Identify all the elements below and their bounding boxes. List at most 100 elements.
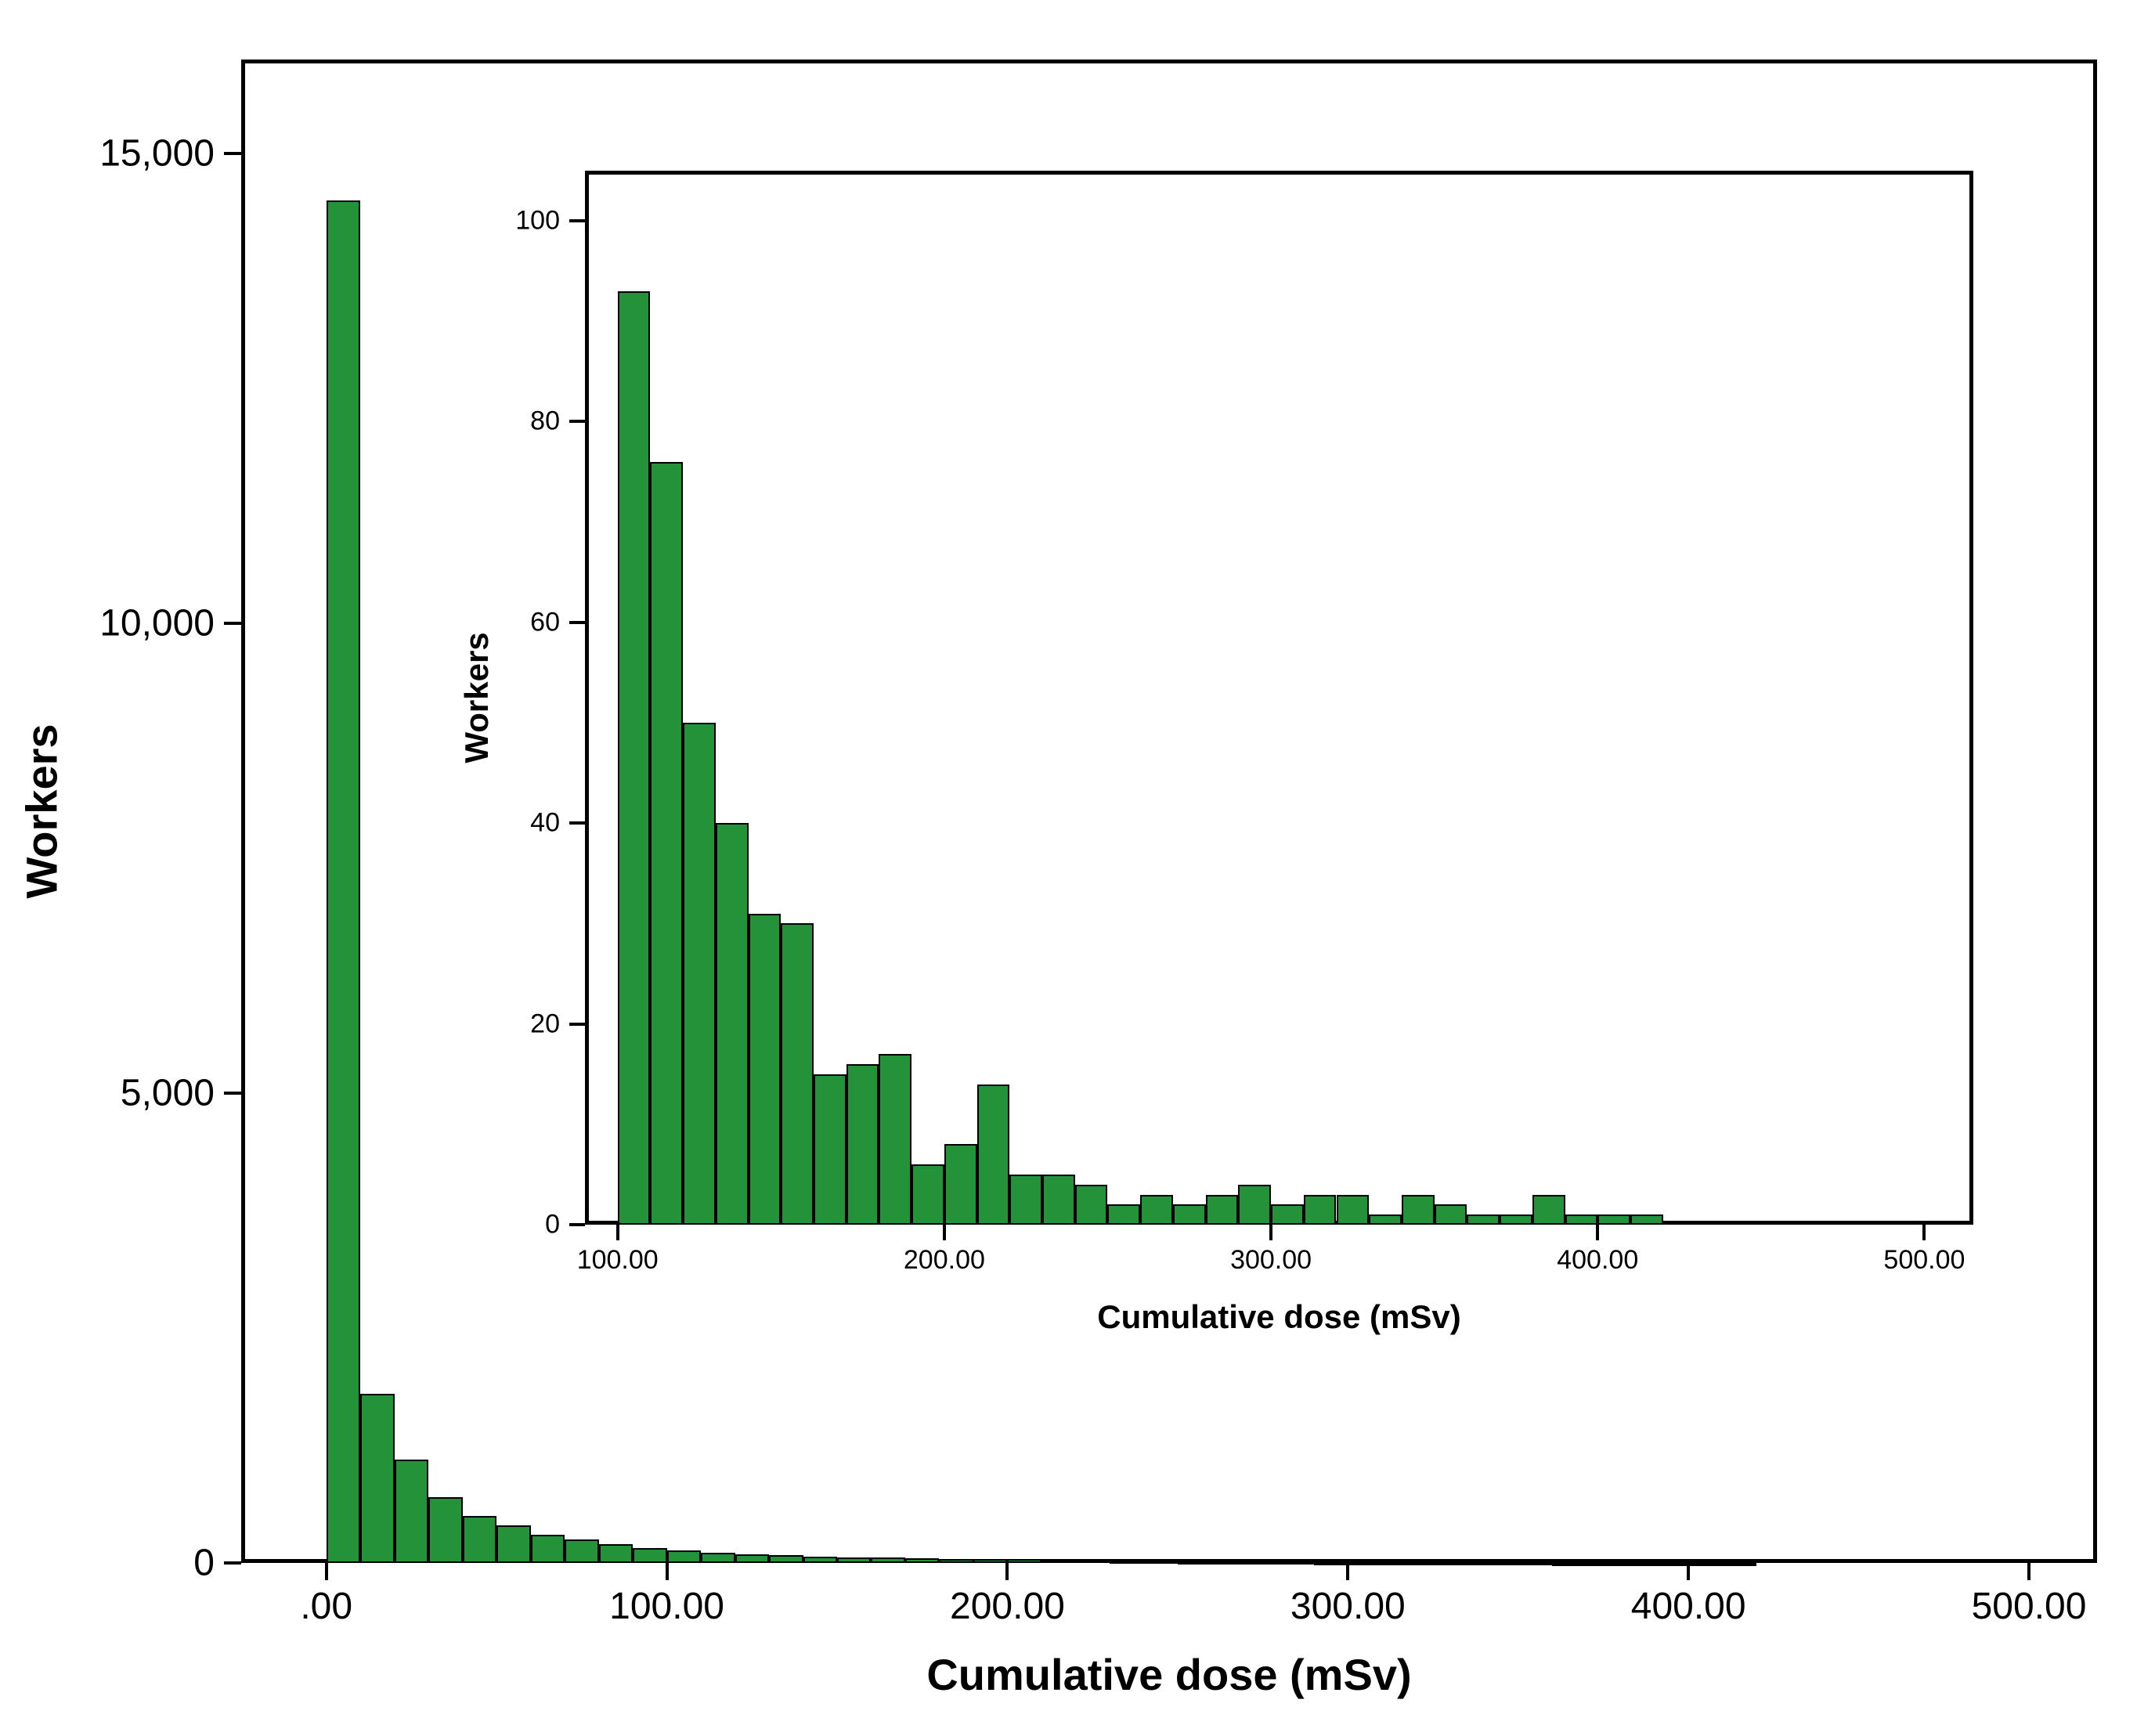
inset-chart-x-tick <box>1269 1225 1272 1240</box>
main-chart-x-tick-label: 500.00 <box>1972 1585 2087 1628</box>
inset-chart-y-tick-label: 80 <box>530 406 560 437</box>
inset-chart-bar <box>1271 1204 1304 1225</box>
inset-chart-bar <box>1565 1214 1598 1225</box>
inset-chart-y-tick <box>569 821 585 825</box>
main-chart-bar <box>463 1516 496 1563</box>
main-chart-x-tick <box>1687 1563 1690 1580</box>
main-chart-bar <box>1007 1559 1041 1563</box>
inset-chart-bar <box>879 1054 911 1225</box>
inset-chart-x-tick-label: 100.00 <box>577 1245 659 1276</box>
main-chart-bar <box>1450 1562 1484 1565</box>
inset-chart-y-tick-label: 0 <box>545 1210 560 1240</box>
inset-chart-bar <box>1173 1204 1206 1225</box>
main-chart-y-tick <box>224 1561 241 1565</box>
main-chart-y-tick-label: 0 <box>193 1542 215 1585</box>
main-chart-x-axis-title: Cumulative dose (mSv) <box>926 1649 1411 1700</box>
inset-chart-y-axis-title: Workers <box>458 632 496 763</box>
main-chart-bar <box>735 1554 769 1563</box>
inset-chart-x-tick-label: 400.00 <box>1557 1245 1638 1276</box>
inset-chart-bar <box>650 462 683 1225</box>
main-chart-bar <box>1143 1561 1177 1564</box>
inset-chart-bar <box>1206 1195 1239 1225</box>
main-chart-x-tick <box>1005 1563 1009 1580</box>
inset-chart-bar <box>911 1164 944 1225</box>
inset-chart-bar <box>1140 1195 1173 1225</box>
main-chart-bar <box>496 1525 530 1563</box>
inset-chart-bar <box>1075 1185 1108 1225</box>
inset-chart-bar <box>846 1064 879 1225</box>
main-chart-bar <box>1348 1562 1381 1565</box>
main-chart-y-tick <box>224 622 241 625</box>
inset-chart-bar <box>1597 1214 1630 1225</box>
main-chart-bar <box>1416 1562 1449 1565</box>
main-chart-bar <box>769 1555 803 1563</box>
inset-chart-bar <box>781 923 814 1225</box>
main-chart-bar <box>1314 1562 1348 1565</box>
main-chart-bar <box>837 1557 871 1563</box>
main-chart-bar <box>1620 1563 1654 1566</box>
inset-chart-bar <box>618 291 651 1225</box>
main-chart-bar <box>1723 1563 1756 1566</box>
main-chart-bar <box>599 1544 633 1563</box>
inset-chart-bar <box>1500 1214 1532 1225</box>
main-chart-bar <box>1075 1560 1109 1563</box>
inset-chart-bar <box>1532 1195 1565 1225</box>
inset-chart-bar <box>749 914 782 1225</box>
inset-chart-bar <box>1304 1195 1337 1225</box>
inset-chart-bar <box>944 1144 977 1225</box>
main-chart-bar <box>531 1535 565 1563</box>
main-chart-y-tick <box>224 152 241 155</box>
main-chart-bar <box>905 1558 939 1563</box>
main-chart-bar <box>803 1557 837 1563</box>
main-chart-y-tick-label: 5,000 <box>121 1072 215 1115</box>
main-chart-bar <box>1655 1563 1688 1566</box>
main-chart-x-tick-label: 100.00 <box>609 1585 724 1628</box>
main-chart-bar <box>973 1559 1007 1563</box>
main-chart-bar <box>428 1497 462 1563</box>
main-chart-y-tick-label: 10,000 <box>99 602 215 645</box>
main-chart-bar <box>667 1550 701 1563</box>
main-chart-bar <box>1688 1563 1722 1566</box>
main-chart-bar <box>395 1460 428 1563</box>
main-chart-y-axis-title: Workers <box>16 724 67 898</box>
main-chart-bar <box>939 1559 973 1563</box>
inset-chart-bar <box>716 823 749 1225</box>
inset-chart-x-tick-label: 500.00 <box>1883 1245 1965 1276</box>
inset-chart-x-tick <box>616 1225 619 1240</box>
inset-chart-x-axis-title: Cumulative dose (mSv) <box>1097 1298 1460 1336</box>
inset-chart-bar <box>814 1074 846 1225</box>
inset-chart-x-tick-label: 300.00 <box>1230 1245 1312 1276</box>
main-chart-bar <box>1280 1561 1313 1565</box>
inset-chart-bar <box>1435 1204 1467 1225</box>
inset-chart-bar <box>1630 1214 1663 1225</box>
main-chart-x-tick-label: 300.00 <box>1290 1585 1406 1628</box>
inset-chart-bar <box>1107 1204 1140 1225</box>
main-chart-bar <box>1246 1561 1280 1565</box>
main-chart-bar <box>633 1548 666 1563</box>
main-chart-bar <box>1110 1561 1143 1564</box>
inset-chart-y-tick <box>569 420 585 423</box>
inset-chart-y-tick <box>569 1223 585 1226</box>
main-chart-bar <box>1552 1563 1586 1566</box>
inset-chart-x-tick <box>943 1225 946 1240</box>
inset-chart-bar <box>1009 1175 1042 1225</box>
inset-chart-y-tick <box>569 219 585 222</box>
main-chart-bar <box>1382 1562 1416 1565</box>
inset-chart-x-tick-label: 200.00 <box>904 1245 985 1276</box>
main-chart-x-tick <box>666 1563 669 1580</box>
inset-chart-x-tick <box>1596 1225 1599 1240</box>
main-chart-bar <box>565 1539 598 1563</box>
inset-chart-x-tick <box>1922 1225 1926 1240</box>
inset-chart-bar <box>683 723 716 1225</box>
main-chart-bar <box>360 1394 394 1563</box>
main-chart-bar <box>1518 1562 1552 1565</box>
main-chart-x-tick-label: 400.00 <box>1631 1585 1746 1628</box>
main-chart-x-tick <box>325 1563 328 1580</box>
inset-chart-bar <box>1369 1214 1402 1225</box>
inset-chart-y-tick-label: 40 <box>530 808 560 839</box>
main-chart-bar <box>871 1557 904 1563</box>
inset-chart-y-tick-label: 100 <box>515 206 560 236</box>
main-chart-bar <box>1178 1561 1211 1565</box>
main-chart-bar <box>701 1553 735 1563</box>
inset-chart-bar <box>1402 1195 1435 1225</box>
